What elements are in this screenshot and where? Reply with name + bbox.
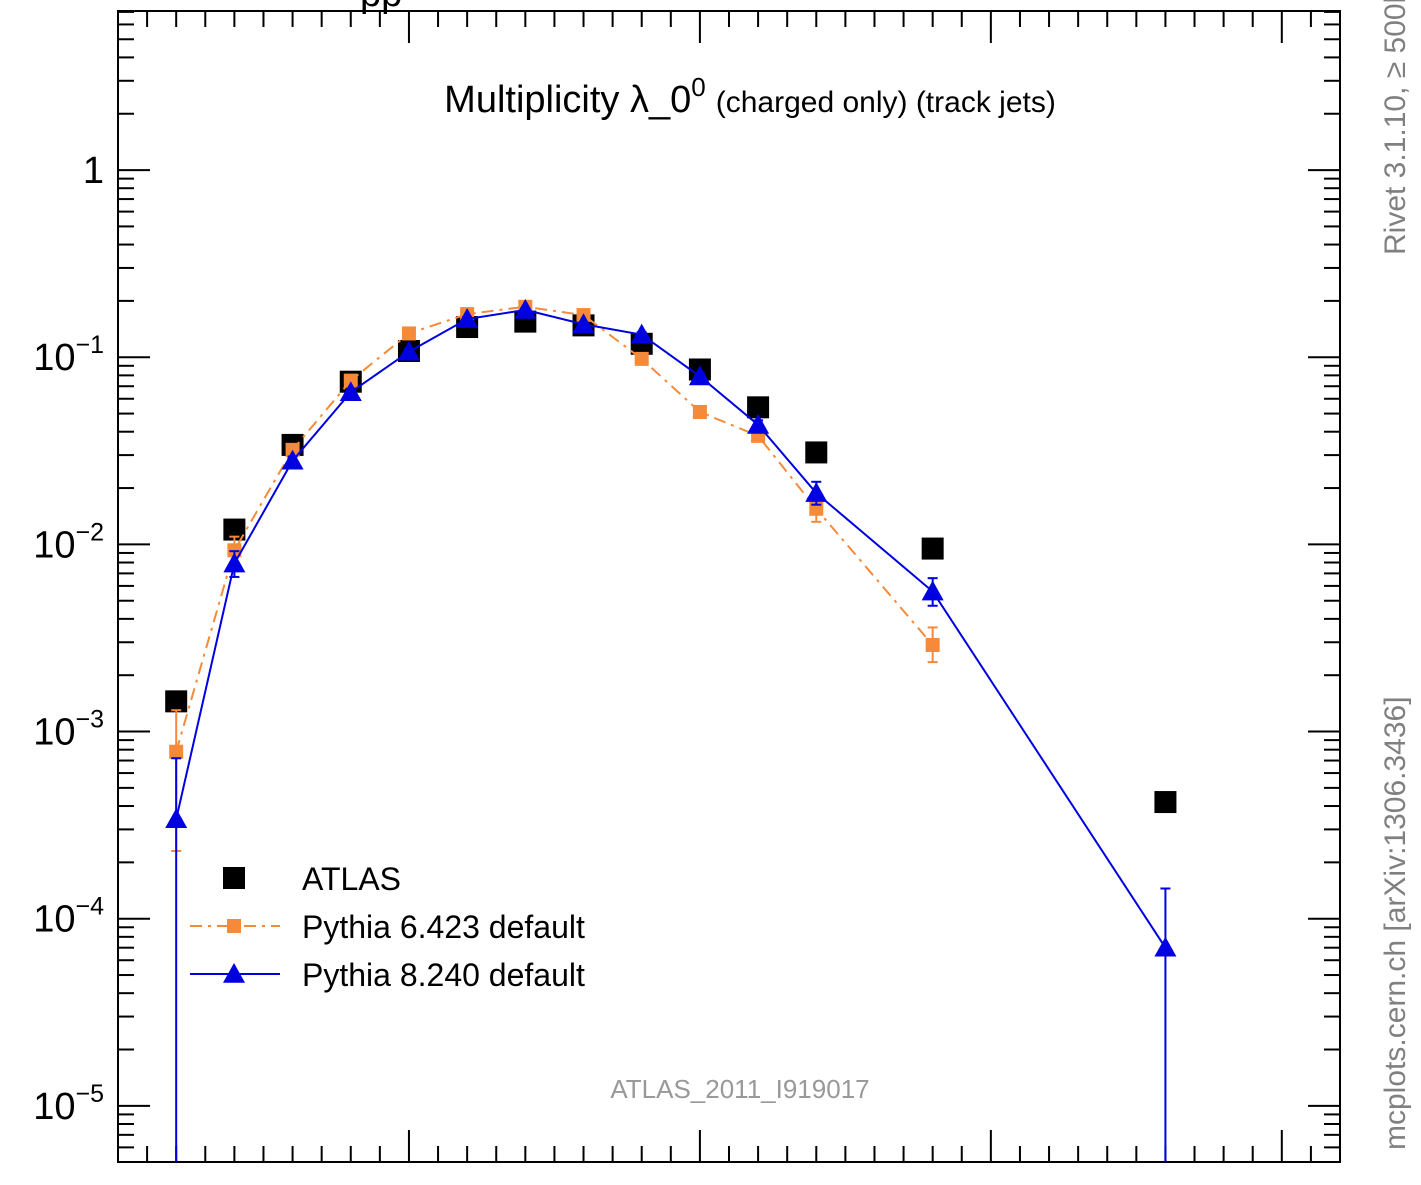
data-point [805, 441, 828, 464]
analysis-label: ATLAS_2011_I919017 [610, 1074, 869, 1104]
legend-entry: Pythia 8.240 default [190, 957, 585, 993]
y-tick-label: 10−3 [33, 706, 104, 754]
y-tick-exponent: −2 [75, 518, 104, 546]
y-tick-exponent: −4 [75, 893, 104, 921]
data-point [343, 373, 358, 388]
data-point [514, 298, 537, 319]
data-point [339, 381, 362, 402]
y-tick-mantissa: 10 [33, 712, 75, 754]
data-point [223, 552, 246, 573]
data-point [925, 638, 940, 653]
y-axis-tick-labels: 110−110−210−310−410−5 [33, 150, 104, 1128]
data-point [397, 340, 420, 361]
data-point [692, 404, 707, 419]
data-point [1154, 791, 1177, 814]
y-tick-mantissa: 10 [33, 1086, 75, 1128]
series-pythia-8-240-default [165, 298, 1177, 1162]
series-atlas [165, 310, 1177, 814]
data-point [747, 396, 770, 419]
series-pythia-6-423-default [169, 299, 940, 853]
series-line [175, 308, 1167, 949]
y-tick-mantissa: 10 [33, 899, 75, 941]
y-tick-exponent: −3 [75, 706, 104, 734]
data-point [456, 308, 479, 328]
y-tick-exponent: −5 [75, 1080, 104, 1108]
series-layer [165, 298, 1177, 1162]
legend-label: Pythia 8.240 default [302, 957, 585, 993]
legend-label: ATLAS [302, 861, 401, 897]
y-tick-label: 10−4 [33, 893, 104, 941]
legend-marker [227, 919, 241, 933]
data-point [630, 323, 653, 344]
legend-marker [223, 963, 245, 983]
data-point [281, 449, 304, 470]
data-point [572, 313, 595, 334]
y-tick-label: 10−1 [33, 331, 104, 379]
legend-entry: Pythia 6.423 default [190, 909, 585, 945]
data-point [688, 365, 711, 386]
data-point [169, 744, 184, 759]
chart-title: Multiplicity λ_00 (charged only) (track j… [444, 72, 1056, 121]
series-line [175, 305, 934, 753]
data-point [747, 413, 770, 434]
data-point [401, 326, 416, 341]
data-point [805, 482, 828, 502]
legend-marker [223, 867, 245, 889]
data-point [165, 808, 188, 829]
chart-title-main: Multiplicity λ_0 [444, 79, 691, 121]
legend: ATLAS Pythia 6.423 default Pythia 8.240 de… [190, 861, 585, 993]
data-point [921, 580, 944, 601]
top-cut-text: pp [360, 0, 402, 15]
y-tick-label: 1 [83, 150, 104, 192]
y-tick-mantissa: 10 [33, 524, 75, 566]
x-axis-ticks [117, 11, 1341, 1162]
data-point [634, 351, 649, 366]
y-tick-exponent: −1 [75, 331, 104, 359]
y-tick-label: 10−2 [33, 518, 104, 566]
chart-title-superscript: 0 [691, 72, 705, 102]
legend-label: Pythia 6.423 default [302, 909, 585, 945]
chart-title-suffix: (charged only) (track jets) [716, 86, 1056, 119]
data-point [165, 690, 188, 713]
data-point [921, 537, 944, 560]
legend-entry: ATLAS [223, 861, 401, 897]
y-tick-mantissa: 10 [33, 337, 75, 379]
data-point [1154, 936, 1177, 957]
data-point [223, 518, 246, 541]
side-label-top: Rivet 3.1.10, ≥ 500k events [1379, 0, 1412, 255]
side-label-bottom: mcplots.cern.ch [arXiv:1306.3436] [1379, 696, 1412, 1150]
y-axis-ticks [118, 10, 1340, 1149]
y-tick-label: 10−5 [33, 1080, 104, 1128]
